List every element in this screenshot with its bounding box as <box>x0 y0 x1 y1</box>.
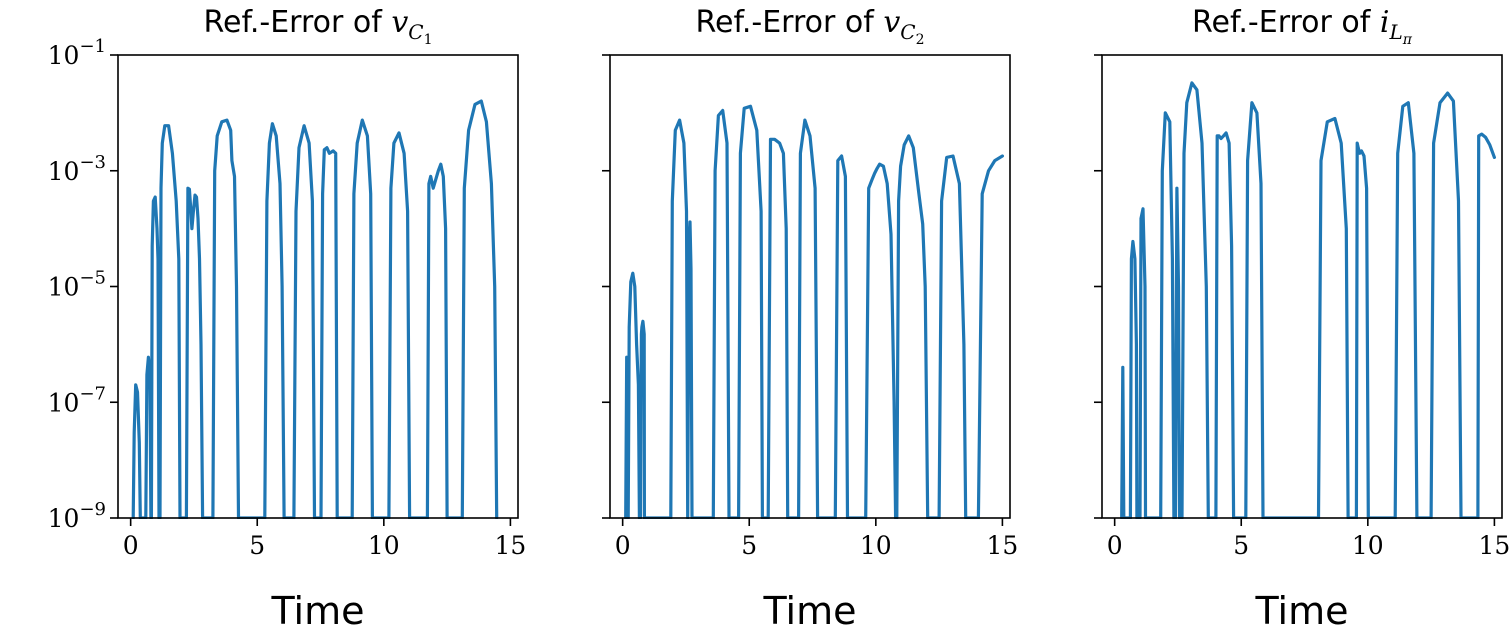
data-series-line <box>1120 81 1496 519</box>
x-tick-label: 10 <box>1352 531 1384 560</box>
x-tick-label: 0 <box>123 531 139 560</box>
subplot-1: 0 5 10 15 10−9 10−7 10−5 10−3 10−1 Ref.-Error of … <box>48 5 527 633</box>
subplot-title: Ref.-Error of vC2 <box>696 5 925 48</box>
y-tick-label: 10−9 <box>48 499 106 533</box>
x-tick-label: 15 <box>986 531 1018 560</box>
subplot-3: 0 5 10 15 Ref.-Error of iLπ Time <box>1094 5 1510 633</box>
x-tick-label: 10 <box>860 531 892 560</box>
x-axis-label: Time <box>763 589 857 633</box>
x-axis-label: Time <box>271 589 365 633</box>
x-tick-label: 5 <box>249 531 265 560</box>
x-axis-label: Time <box>1255 589 1349 633</box>
x-tick-label: 5 <box>741 531 757 560</box>
x-tick-label: 0 <box>615 531 631 560</box>
subplot-title: Ref.-Error of iLπ <box>1192 5 1413 48</box>
y-tick-label: 10−7 <box>48 383 106 417</box>
subplot-2: 0 5 10 15 Ref.-Error of vC2 Time <box>602 5 1018 633</box>
x-tick-label: 10 <box>368 531 400 560</box>
x-tick-label: 0 <box>1107 531 1123 560</box>
x-tick-label: 5 <box>1233 531 1249 560</box>
y-tick-label: 10−3 <box>48 152 106 186</box>
y-tick-label: 10−5 <box>48 268 106 302</box>
x-tick-label: 15 <box>494 531 526 560</box>
data-series-line <box>624 104 1004 519</box>
y-tick-label: 10−1 <box>48 36 106 70</box>
x-tick-label: 15 <box>1478 531 1510 560</box>
subplot-title: Ref.-Error of vC1 <box>204 5 433 48</box>
data-series-line <box>131 99 499 519</box>
